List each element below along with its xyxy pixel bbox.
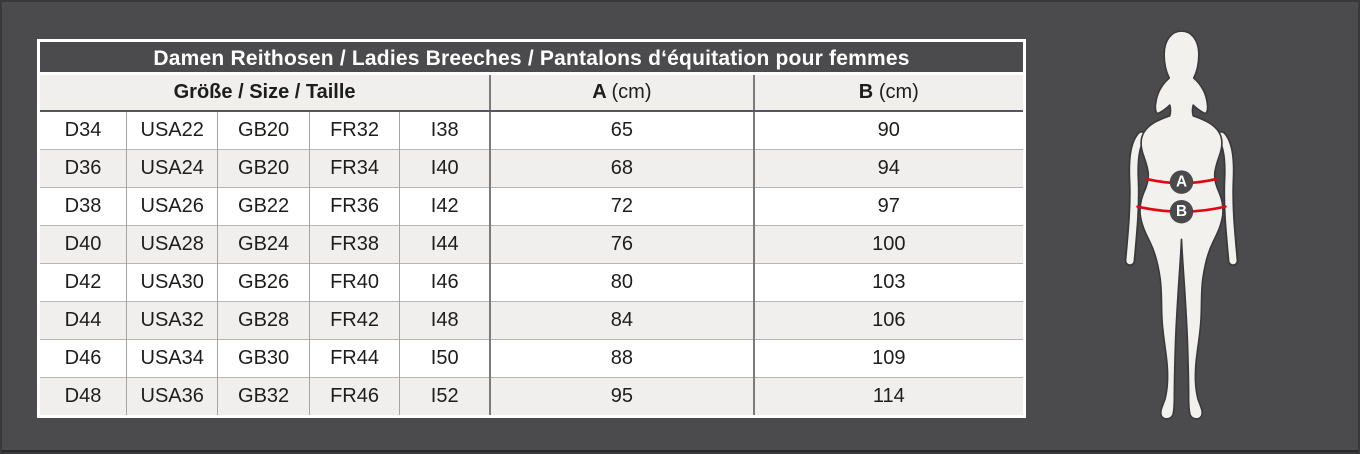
cell-size-i: I44 <box>399 224 491 263</box>
table-row: D36 USA24 GB20 FR34 I40 68 94 <box>40 148 1023 187</box>
right-arm <box>1217 132 1237 265</box>
cell-size-gb: GB22 <box>217 186 310 225</box>
cell-size-i: I42 <box>399 186 491 225</box>
marker-b-label: B <box>1176 203 1187 220</box>
cell-size-fr: FR38 <box>308 224 400 263</box>
cell-measure-a: 84 <box>489 300 754 339</box>
marker-b-badge <box>1169 199 1194 224</box>
cell-size-fr: FR40 <box>308 262 400 301</box>
table-row: D48 USA36 GB32 FR46 I52 95 114 <box>40 376 1023 415</box>
size-table-grid: Größe / Size / Taille A (cm) B (cm) D34 … <box>40 75 1023 415</box>
cell-size-d: D38 <box>40 186 127 225</box>
column-a-label: A <box>592 81 606 103</box>
cell-size-fr: FR34 <box>308 148 400 187</box>
cell-size-d: D44 <box>40 300 127 339</box>
cell-size-gb: GB20 <box>217 111 310 149</box>
cell-size-usa: USA30 <box>125 262 218 301</box>
cell-measure-b: 94 <box>752 148 1023 187</box>
table-header-row: Größe / Size / Taille A (cm) B (cm) <box>40 75 1023 112</box>
cell-size-i: I48 <box>399 300 491 339</box>
size-table: Damen Reithosen / Ladies Breeches / Pant… <box>37 39 1026 418</box>
cell-size-d: D34 <box>40 111 127 149</box>
measurement-figure: A B <box>1108 26 1256 426</box>
cell-size-fr: FR42 <box>308 300 400 339</box>
left-arm <box>1126 132 1146 265</box>
cell-measure-a: 88 <box>489 338 754 377</box>
cell-measure-b: 109 <box>752 338 1023 377</box>
table-title: Damen Reithosen / Ladies Breeches / Pant… <box>40 42 1023 75</box>
female-body-silhouette <box>1139 30 1224 420</box>
female-silhouette-graphic: A B <box>1124 30 1239 420</box>
cell-size-d: D36 <box>40 148 127 187</box>
cell-measure-b: 100 <box>752 224 1023 263</box>
size-group-header: Größe / Size / Taille <box>40 75 491 112</box>
column-a-unit: (cm) <box>611 81 652 103</box>
cell-measure-b: 103 <box>752 262 1023 301</box>
cell-size-fr: FR32 <box>308 111 400 149</box>
cell-size-i: I40 <box>399 148 491 187</box>
cell-size-i: I52 <box>399 376 491 415</box>
cell-size-gb: GB20 <box>217 148 310 187</box>
cell-size-gb: GB32 <box>217 376 310 415</box>
cell-measure-a: 76 <box>489 224 754 263</box>
cell-size-i: I46 <box>399 262 491 301</box>
cell-size-usa: USA34 <box>125 338 218 377</box>
column-b-label: B <box>858 81 874 103</box>
cell-size-usa: USA26 <box>125 186 218 225</box>
cell-measure-b: 90 <box>752 111 1023 149</box>
cell-measure-a: 80 <box>489 262 754 301</box>
cell-size-fr: FR36 <box>308 186 400 225</box>
table-row: D40 USA28 GB24 FR38 I44 76 100 <box>40 224 1023 263</box>
cell-size-d: D40 <box>40 224 127 263</box>
cell-size-gb: GB24 <box>217 224 310 263</box>
marker-a-badge <box>1169 170 1194 194</box>
table-row: D44 USA32 GB28 FR42 I48 84 106 <box>40 300 1023 339</box>
cell-size-d: D42 <box>40 262 127 301</box>
cell-measure-a: 65 <box>489 111 754 149</box>
cell-size-usa: USA32 <box>125 300 218 339</box>
table-row: D46 USA34 GB30 FR44 I50 88 109 <box>40 338 1023 377</box>
column-header-b: B (cm) <box>752 75 1023 112</box>
cell-size-d: D48 <box>40 376 127 415</box>
cell-size-i: I38 <box>399 111 491 149</box>
cell-measure-b: 97 <box>752 186 1023 225</box>
cell-size-usa: USA28 <box>125 224 218 263</box>
cell-size-fr: FR44 <box>308 338 400 377</box>
cell-size-gb: GB26 <box>217 262 310 301</box>
cell-size-d: D46 <box>40 338 127 377</box>
column-b-unit: (cm) <box>878 81 919 103</box>
table-row: D34 USA22 GB20 FR32 I38 65 90 <box>40 111 1023 149</box>
cell-measure-b: 106 <box>752 300 1023 339</box>
cell-size-gb: GB28 <box>217 300 310 339</box>
cell-size-usa: USA24 <box>125 148 218 187</box>
marker-a-label: A <box>1176 174 1187 191</box>
table-row: D42 USA30 GB26 FR40 I46 80 103 <box>40 262 1023 301</box>
cell-measure-a: 95 <box>489 376 754 415</box>
cell-size-usa: USA22 <box>125 111 218 149</box>
column-header-a: A (cm) <box>489 75 754 112</box>
cell-measure-b: 114 <box>752 376 1023 415</box>
table-row: D38 USA26 GB22 FR36 I42 72 97 <box>40 186 1023 225</box>
cell-size-fr: FR46 <box>308 376 400 415</box>
cell-measure-a: 68 <box>489 148 754 187</box>
cell-measure-a: 72 <box>489 186 754 225</box>
cell-size-usa: USA36 <box>125 376 218 415</box>
cell-size-i: I50 <box>399 338 491 377</box>
cell-size-gb: GB30 <box>217 338 310 377</box>
